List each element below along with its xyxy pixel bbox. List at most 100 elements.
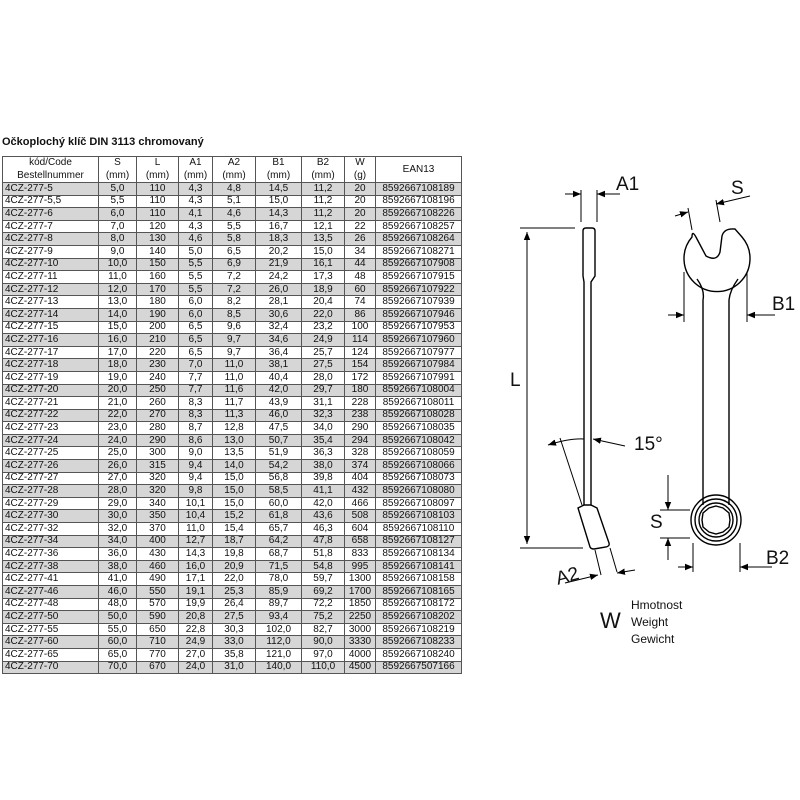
column-header: kód/Code bbox=[2, 156, 99, 170]
table-cell: 8592667507166 bbox=[375, 660, 462, 675]
table-cell: 8592667108141 bbox=[375, 559, 462, 574]
table-cell: 60 bbox=[344, 282, 376, 297]
table-cell: 374 bbox=[344, 459, 376, 473]
table-row: 4CZ-277-5 5,0 110 4,3 4,8 14,5 11,2 20 859266710… bbox=[2, 182, 462, 196]
table-header: kód/Code S L A1 A2 B1 B2 W EAN13 Bestellnummer (mm… bbox=[2, 156, 462, 183]
column-header: A1 bbox=[178, 156, 213, 170]
table-cell: 10,4 bbox=[178, 509, 213, 524]
table-cell: 10,0 bbox=[98, 257, 137, 272]
column-header-unit: (g) bbox=[344, 169, 376, 183]
column-header-unit: (mm) bbox=[98, 169, 137, 183]
table-cell: 8592667107946 bbox=[375, 307, 462, 322]
table-cell: 270 bbox=[136, 408, 179, 423]
table-cell: 4CZ-277-38 bbox=[2, 559, 99, 574]
table-cell: 6,0 bbox=[178, 307, 213, 322]
table-cell: 28,0 bbox=[98, 484, 137, 498]
table-row: 4CZ-277-12 12,0 170 5,5 7,2 26,0 18,9 60 8592667… bbox=[2, 282, 462, 297]
label-angle: 15° bbox=[634, 434, 663, 455]
column-header: S bbox=[98, 156, 137, 170]
table-cell: 670 bbox=[136, 660, 179, 675]
table-cell: 4CZ-277-8 bbox=[2, 232, 99, 246]
table-cell: 38,0 bbox=[98, 559, 137, 574]
table-cell: 550 bbox=[136, 585, 179, 599]
table-cell: 1700 bbox=[344, 585, 376, 599]
weight-legend-de: Gewicht bbox=[631, 632, 675, 646]
table-cell: 8592667108103 bbox=[375, 509, 462, 524]
table-cell: 22,0 bbox=[301, 307, 345, 322]
table-row: 4CZ-277-41 41,0 490 17,1 22,0 78,0 59,7 1300 859… bbox=[2, 572, 462, 586]
table-cell: 180 bbox=[344, 383, 376, 398]
table-cell: 24,0 bbox=[178, 660, 213, 675]
table-cell: 110 bbox=[136, 207, 179, 221]
table-cell: 4CZ-277-22 bbox=[2, 408, 99, 423]
table-cell: 16,0 bbox=[98, 333, 137, 347]
table-cell: 26,0 bbox=[255, 282, 302, 297]
table-row: 4CZ-277-10 10,0 150 5,5 6,9 21,9 16,1 44 8592667… bbox=[2, 257, 462, 272]
table-cell: 11,3 bbox=[212, 408, 256, 423]
table-cell: 9,4 bbox=[178, 459, 213, 473]
table-cell: 30,0 bbox=[98, 509, 137, 524]
table-cell: 70,0 bbox=[98, 660, 137, 675]
table-cell: 2250 bbox=[344, 610, 376, 624]
table-cell: 8,3 bbox=[178, 408, 213, 423]
table-cell: 50,7 bbox=[255, 433, 302, 448]
table-cell: 32,3 bbox=[301, 408, 345, 423]
table-cell: 20,8 bbox=[178, 610, 213, 624]
column-header: EAN13 bbox=[375, 156, 462, 183]
column-header: A2 bbox=[212, 156, 256, 170]
table-cell: 71,5 bbox=[255, 559, 302, 574]
table-row: 4CZ-277-23 23,0 280 8,7 12,8 47,5 34,0 290 85926… bbox=[2, 421, 462, 435]
table-cell: 154 bbox=[344, 358, 376, 372]
wrench-front-view bbox=[683, 228, 751, 546]
table-cell: 4500 bbox=[344, 660, 376, 675]
table-cell: 8592667108264 bbox=[375, 232, 462, 246]
column-header-unit: (mm) bbox=[212, 169, 256, 183]
table-cell: 24,9 bbox=[301, 333, 345, 347]
table-cell: 150 bbox=[136, 257, 179, 272]
table-row: 4CZ-277-28 28,0 320 9,8 15,0 58,5 41,1 432 85926… bbox=[2, 484, 462, 498]
table-cell: 41,1 bbox=[301, 484, 345, 498]
table-cell: 18,9 bbox=[301, 282, 345, 297]
column-header-unit: (mm) bbox=[136, 169, 179, 183]
table-row: 4CZ-277-5,5 5,5 110 4,3 5,1 15,0 11,2 20 8592667… bbox=[2, 194, 462, 209]
table-cell: 11,0 bbox=[212, 358, 256, 372]
spec-table: kód/Code S L A1 A2 B1 B2 W EAN13 Bestellnummer (mm… bbox=[2, 156, 462, 675]
table-cell: 27,5 bbox=[212, 610, 256, 624]
table-cell: 14,0 bbox=[212, 459, 256, 473]
table-cell: 60,0 bbox=[98, 635, 137, 649]
table-cell: 24,0 bbox=[98, 433, 137, 448]
table-cell: 8,0 bbox=[98, 232, 137, 246]
table-row: 4CZ-277-17 17,0 220 6,5 9,7 36,4 25,7 124 859266… bbox=[2, 345, 462, 360]
column-header-unit: Bestellnummer bbox=[2, 169, 99, 183]
weight-legend: Hmotnost Weight Gewicht bbox=[631, 597, 682, 648]
table-cell: 8592667108080 bbox=[375, 484, 462, 498]
table-cell: 4,3 bbox=[178, 182, 213, 196]
table-cell: 4CZ-277-70 bbox=[2, 660, 99, 675]
table-row: 4CZ-277-34 34,0 400 12,7 18,7 64,2 47,8 658 8592… bbox=[2, 534, 462, 549]
table-cell: 18,3 bbox=[255, 232, 302, 246]
column-header-unit: (mm) bbox=[301, 169, 345, 183]
table-cell: 6,0 bbox=[98, 207, 137, 221]
table-cell: 7,2 bbox=[212, 282, 256, 297]
table-cell: 19,1 bbox=[178, 585, 213, 599]
label-b1: B1 bbox=[772, 294, 796, 315]
column-header: L bbox=[136, 156, 179, 170]
table-cell: 30,6 bbox=[255, 307, 302, 322]
table-cell: 140,0 bbox=[255, 660, 302, 675]
document-title: Očkoplochý klíč DIN 3113 chromovaný bbox=[2, 136, 204, 148]
table-row: 4CZ-277-55 55,0 650 22,8 30,3 102,0 82,7 3000 85… bbox=[2, 622, 462, 637]
table-cell: 7,0 bbox=[178, 358, 213, 372]
table-row: 4CZ-277-20 20,0 250 7,7 11,6 42,0 29,7 180 85926… bbox=[2, 383, 462, 398]
table-cell: 4CZ-277-30 bbox=[2, 509, 99, 524]
table-row: 4CZ-277-25 25,0 300 9,0 13,5 51,9 36,3 328 85926… bbox=[2, 446, 462, 461]
label-a1: A1 bbox=[616, 174, 640, 195]
table-cell: 38,1 bbox=[255, 358, 302, 372]
column-header: W bbox=[344, 156, 376, 170]
table-row: 4CZ-277-16 16,0 210 6,5 9,7 34,6 24,9 114 859266… bbox=[2, 333, 462, 347]
table-cell: 11,2 bbox=[301, 182, 345, 196]
table-cell: 4CZ-277-60 bbox=[2, 635, 99, 649]
table-cell: 46,0 bbox=[98, 585, 137, 599]
table-row: 4CZ-277-15 15,0 200 6,5 9,6 32,4 23,2 100 859266… bbox=[2, 320, 462, 335]
table-cell: 8592667107984 bbox=[375, 358, 462, 372]
